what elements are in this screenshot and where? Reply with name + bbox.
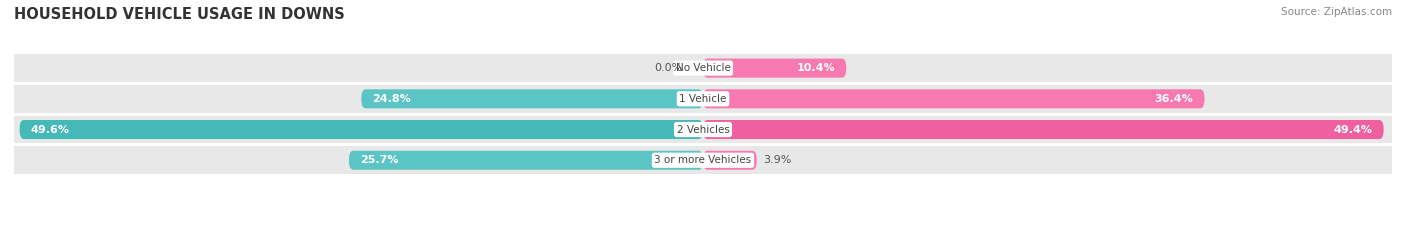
FancyBboxPatch shape [703, 120, 1384, 139]
FancyBboxPatch shape [361, 89, 703, 108]
Bar [14, 85, 1392, 113]
Text: 49.6%: 49.6% [31, 124, 69, 134]
Text: 3 or more Vehicles: 3 or more Vehicles [654, 155, 752, 165]
Bar [14, 54, 1392, 82]
Text: 1 Vehicle: 1 Vehicle [679, 94, 727, 104]
FancyBboxPatch shape [703, 58, 846, 78]
Text: 10.4%: 10.4% [797, 63, 835, 73]
Text: Source: ZipAtlas.com: Source: ZipAtlas.com [1281, 7, 1392, 17]
Text: 36.4%: 36.4% [1154, 94, 1194, 104]
Text: No Vehicle: No Vehicle [675, 63, 731, 73]
Text: 2 Vehicles: 2 Vehicles [676, 124, 730, 134]
Text: 24.8%: 24.8% [373, 94, 411, 104]
Bar [14, 116, 1392, 143]
Text: 49.4%: 49.4% [1334, 124, 1372, 134]
FancyBboxPatch shape [703, 151, 756, 170]
Bar [14, 146, 1392, 174]
Text: 25.7%: 25.7% [360, 155, 398, 165]
Text: 0.0%: 0.0% [654, 63, 682, 73]
FancyBboxPatch shape [20, 120, 703, 139]
FancyBboxPatch shape [349, 151, 703, 170]
Text: 3.9%: 3.9% [763, 155, 792, 165]
FancyBboxPatch shape [703, 89, 1205, 108]
Text: HOUSEHOLD VEHICLE USAGE IN DOWNS: HOUSEHOLD VEHICLE USAGE IN DOWNS [14, 7, 344, 22]
